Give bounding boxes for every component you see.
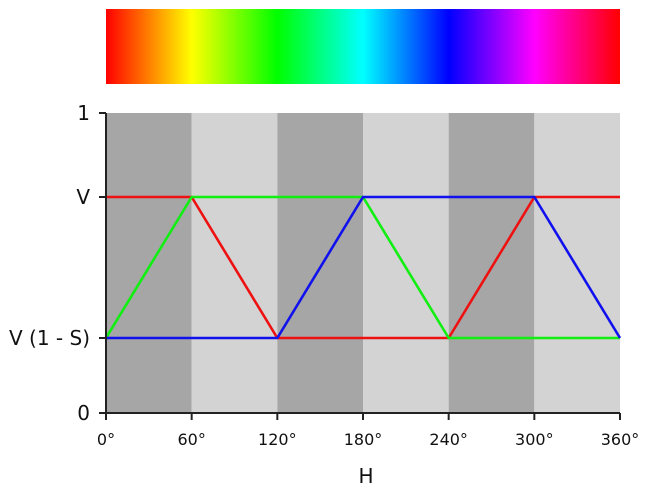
x-tick-label: 180° — [344, 430, 383, 449]
x-tick-label: 60° — [177, 430, 205, 449]
x-tick-label: 300° — [515, 430, 554, 449]
y-tick-label: 0 — [77, 401, 90, 425]
x-axis-title: H — [358, 464, 373, 488]
y-tick-label: 1 — [77, 101, 90, 125]
x-tick-label: 240° — [429, 430, 468, 449]
channel-line — [106, 195, 620, 340]
x-tick-label: 0° — [97, 430, 115, 449]
hue-sector-band — [191, 113, 278, 413]
y-tick-label: V — [76, 185, 90, 209]
channel-line — [106, 195, 622, 340]
hue-sector-band — [448, 113, 535, 413]
hue-spectrum-bar — [106, 9, 620, 84]
hue-sector-band — [534, 113, 620, 413]
x-tick-label: 360° — [601, 430, 640, 449]
x-tick-label: 120° — [258, 430, 297, 449]
hue-sector-band — [277, 113, 363, 413]
y-tick-label: V (1 - S) — [9, 326, 90, 350]
hue-sector-band — [363, 113, 449, 413]
hue-sector-band — [106, 113, 192, 413]
